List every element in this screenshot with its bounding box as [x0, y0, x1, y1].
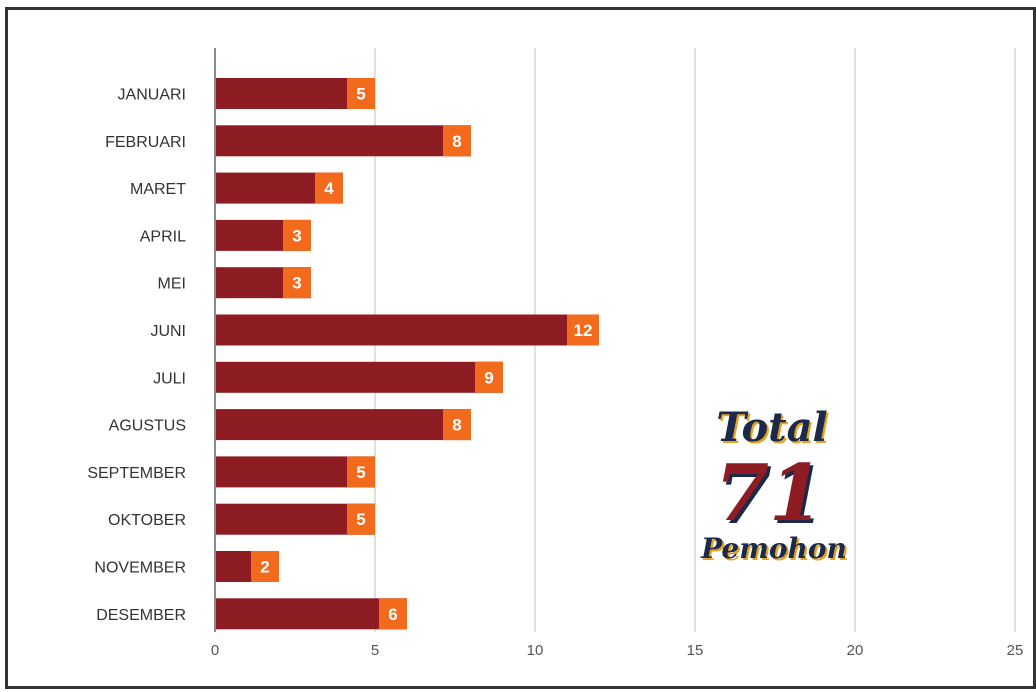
value-label: 5 — [356, 85, 365, 104]
value-label: 4 — [324, 179, 334, 198]
value-label: 6 — [388, 605, 397, 624]
value-label-box — [283, 267, 311, 299]
value-label-box — [315, 172, 343, 204]
value-label: 8 — [452, 132, 461, 151]
value-label-box — [283, 219, 311, 251]
value-label-box — [443, 409, 471, 441]
value-label: 5 — [356, 510, 365, 529]
annotation-number-shadow: 71 — [718, 451, 827, 542]
category-label: JUNI — [150, 323, 186, 340]
value-label-box — [347, 503, 375, 535]
category-label: MEI — [158, 276, 186, 293]
bar — [216, 598, 407, 630]
category-label: JULI — [153, 370, 186, 387]
category-labels: JANUARI FEBRUARI MARET APRIL MEI JUNI JULI AGUS… — [87, 87, 186, 624]
category-label: APRIL — [140, 228, 186, 245]
bar — [216, 409, 471, 441]
value-label-box — [379, 598, 407, 630]
annotation-number: 71 — [715, 448, 824, 539]
value-label: 5 — [356, 463, 365, 482]
value-label-box — [567, 314, 599, 346]
value-label-box — [443, 125, 471, 157]
value-label: 12 — [574, 321, 593, 340]
x-axis-ticks: 0 5 10 15 20 25 — [211, 642, 1024, 659]
value-label: 3 — [292, 274, 301, 293]
x-tick-label: 5 — [371, 642, 379, 659]
value-label: 8 — [452, 416, 461, 435]
bar — [216, 314, 599, 346]
bar — [216, 125, 471, 157]
value-label-box — [347, 456, 375, 488]
category-label: OKTOBER — [108, 512, 186, 529]
bars: 5 8 4 3 3 12 9 8 5 5 2 6 — [216, 78, 599, 630]
x-tick-label: 0 — [211, 642, 219, 659]
annotation-top: Total — [716, 404, 827, 451]
value-label: 9 — [484, 368, 493, 387]
annotation-bottom: Pemohon — [700, 532, 847, 565]
bar — [216, 361, 503, 393]
category-label: FEBRUARI — [105, 134, 186, 151]
category-label: MARET — [130, 181, 186, 198]
x-tick-label: 20 — [847, 642, 864, 659]
bar-chart: 5 8 4 3 3 12 9 8 5 5 2 6 JANUARI FEBRUARI MARET APRIL M… — [87, 48, 1024, 659]
value-label: 2 — [260, 558, 269, 577]
category-label: DESEMBER — [96, 607, 186, 624]
total-annotation: Total Total 71 71 Pemohon Pemohon — [700, 404, 849, 567]
value-label: 3 — [292, 226, 301, 245]
value-label-box — [475, 361, 503, 393]
category-label: AGUSTUS — [109, 418, 186, 435]
chart-frame: 5 8 4 3 3 12 9 8 5 5 2 6 JANUARI FEBRUARI MARET APRIL M… — [5, 7, 1036, 689]
value-label-box — [251, 551, 279, 582]
x-tick-label: 10 — [527, 642, 544, 659]
annotation-top-shadow: Total — [718, 406, 829, 453]
x-tick-label: 15 — [687, 642, 704, 659]
category-label: JANUARI — [118, 87, 186, 104]
category-label: NOVEMBER — [94, 560, 186, 577]
x-tick-label: 25 — [1007, 642, 1024, 659]
value-label-box — [347, 78, 375, 109]
category-label: SEPTEMBER — [87, 465, 186, 482]
annotation-bottom-shadow: Pemohon — [702, 534, 849, 567]
